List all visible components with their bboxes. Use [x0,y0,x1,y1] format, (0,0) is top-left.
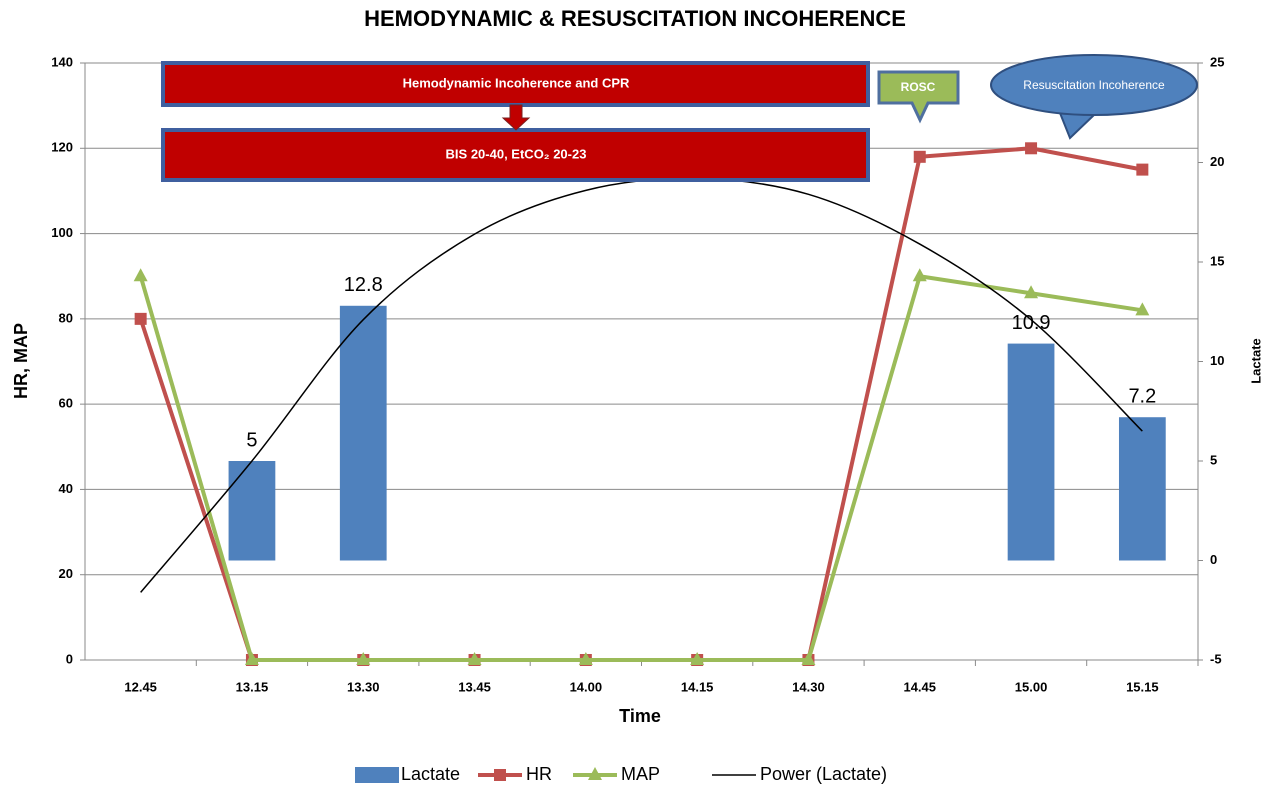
x-tick-label: 13.30 [347,679,380,694]
marker [1135,302,1150,316]
legend-marker [494,769,506,781]
marker [690,652,705,665]
y-tick-label: 80 [59,310,73,325]
annotation-box [161,128,870,182]
marker [244,652,259,665]
y-axis-title: HR, MAP [11,323,31,399]
y2-axis-title: Lactate [1248,338,1263,384]
annotation: Hemodynamic Incoherence and CPR [403,75,630,90]
y-tick-label: 140 [51,54,73,69]
marker [913,150,926,163]
legend-label: Lactate [401,764,460,784]
legend-swatch [355,767,399,783]
callout [990,54,1198,116]
x-tick-label: 15.15 [1126,679,1159,694]
data-label: 5 [246,429,257,451]
x-tick-label: 12.45 [124,679,157,694]
x-tick-label: 14.30 [792,679,825,694]
callout-tail [1058,111,1098,140]
bar [1118,417,1166,561]
marker [801,652,816,665]
marker [578,652,593,665]
y2-tick-label: 20 [1210,154,1224,169]
marker [134,312,147,325]
bar [228,461,276,561]
y-tick-label: 0 [66,651,73,666]
marker [1025,142,1038,155]
x-tick-label: 15.00 [1015,679,1048,694]
bar [339,305,387,561]
y2-tick-label: 10 [1210,353,1224,368]
x-axis-title: Time [619,706,661,726]
line [138,273,1143,662]
y-tick-label: 100 [51,225,73,240]
x-tick-label: 13.45 [458,679,491,694]
data-label: 12.8 [344,274,383,296]
annotations: Hemodynamic Incoherence and CPR BIS 20-4… [161,54,1198,182]
callout [877,70,960,124]
marker [467,652,482,665]
y2-tick-label: 0 [1210,552,1217,567]
bar [1007,343,1055,561]
marker [356,652,371,665]
data-label: 7.2 [1128,386,1156,408]
y-tick-label: 60 [59,396,73,411]
data-label: 10.9 [1012,312,1051,334]
x-tick-label: 13.15 [236,679,269,694]
legend-marker [588,767,602,780]
y-tick-label: 40 [59,481,73,496]
y2-tick-label: 15 [1210,253,1224,268]
marker [1024,285,1039,299]
y2-tick-label: 25 [1210,54,1224,69]
chart-title: HEMODYNAMIC & RESUSCITATION INCOHERENCE [364,6,906,31]
y2-tick-label: 5 [1210,452,1217,467]
annotation: Resuscitation Incoherence [1023,78,1165,92]
marks: 5 12.8 10.9 7.2 [133,142,1166,666]
x-tick-label: 14.15 [681,679,714,694]
y-tick-label: 20 [59,566,73,581]
marker [1136,163,1149,176]
legend: Lactate HR MAP Power (Lactate) [355,764,887,784]
x-tick-label: 14.00 [570,679,603,694]
y2-tick-label: -5 [1210,651,1222,666]
annotation: ROSC [901,80,936,94]
y-tick-label: 120 [51,140,73,155]
annotation: BIS 20-40, EtCO₂ 20-23 [446,146,587,161]
marker [133,268,148,282]
legend-label: MAP [621,764,660,784]
trendline [140,177,1143,593]
marker [912,268,927,282]
legend-label: HR [526,764,552,784]
x-tick-label: 14.45 [903,679,936,694]
legend-label: Power (Lactate) [760,764,887,784]
arrow [501,104,531,131]
